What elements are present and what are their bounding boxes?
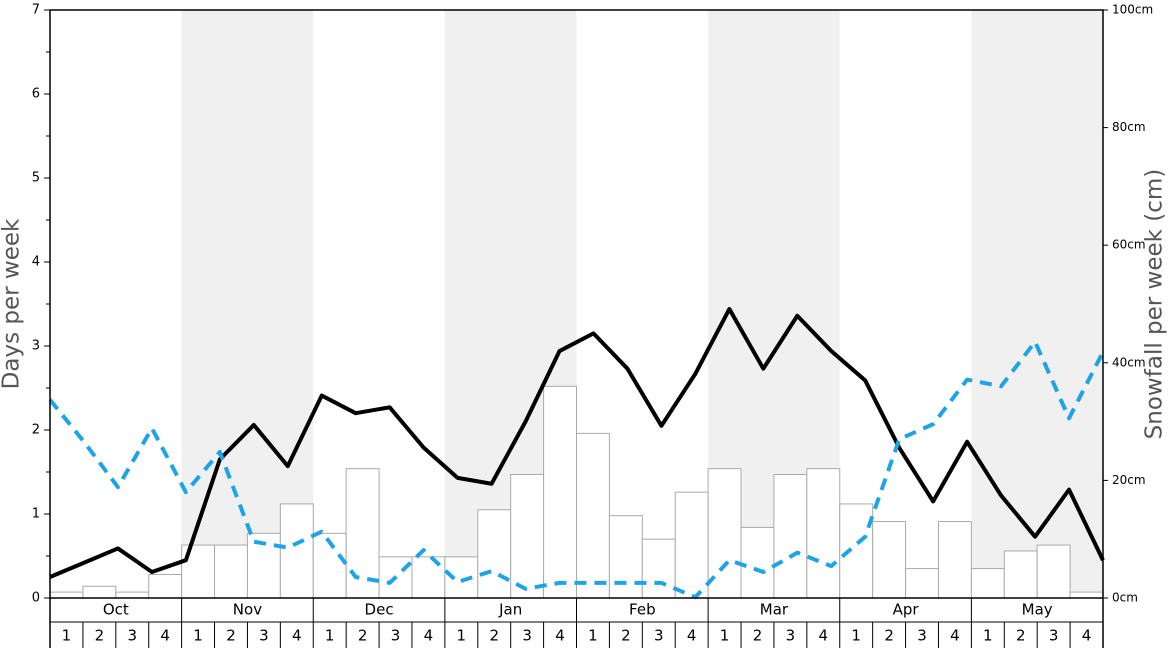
x-tick-label: 1 (983, 627, 993, 645)
x-tick-label: 2 (95, 627, 105, 645)
bar (806, 468, 841, 599)
bar (543, 385, 577, 599)
x-tick-label: 3 (1049, 627, 1059, 645)
x-tick-label: 4 (424, 627, 434, 645)
y2-axis-label: Snowfall per week (cm) (1142, 169, 1168, 440)
y-axis-label: Days per week (0, 218, 25, 389)
bar (49, 591, 84, 599)
x-tick-label: 2 (621, 627, 631, 645)
month-label: Dec (365, 601, 394, 619)
x-tick-label: 1 (588, 627, 598, 645)
month-label: Apr (893, 601, 920, 619)
x-tick-label: 4 (1082, 627, 1092, 645)
line (49, 307, 1105, 579)
y-tick-label: 2 (32, 423, 40, 438)
bar (937, 521, 972, 599)
line (48, 339, 1105, 600)
month-label: Nov (233, 601, 262, 619)
bar (1036, 544, 1071, 599)
bar (477, 509, 512, 599)
x-tick-label: 3 (786, 627, 796, 645)
x-tick-label: 1 (720, 627, 730, 645)
y2-tick-label: 40cm (1112, 355, 1146, 369)
bar (510, 474, 545, 599)
bar (115, 591, 150, 599)
y2-tick-label: 100cm (1112, 3, 1153, 17)
bar (148, 573, 183, 599)
month-label: May (1022, 601, 1053, 619)
bar (839, 503, 874, 599)
x-tick-label: 1 (457, 627, 467, 645)
bar (82, 585, 117, 599)
x-tick-label: 3 (391, 627, 401, 645)
y-tick-label: 5 (32, 171, 40, 186)
bar (1003, 550, 1038, 599)
x-tick-label: 1 (62, 627, 72, 645)
bar (345, 468, 380, 599)
y-tick-label: 1 (32, 507, 40, 522)
month-label: Feb (629, 601, 656, 619)
month-shade (971, 10, 1103, 598)
x-tick-label: 2 (1016, 627, 1026, 645)
x-tick-label: 1 (325, 627, 335, 645)
x-tick-label: 3 (654, 627, 664, 645)
month-shade (181, 10, 314, 598)
bar (641, 538, 676, 599)
x-tick-label: 3 (522, 627, 532, 645)
y-tick-label: 6 (32, 87, 40, 102)
y2-tick-label: 20cm (1112, 473, 1146, 487)
bar (970, 568, 1005, 599)
bar (378, 556, 413, 599)
x-tick-label: 4 (819, 627, 829, 645)
bar (674, 491, 709, 599)
y-tick-label: 3 (32, 339, 40, 354)
bar (1069, 591, 1104, 599)
bar (576, 432, 610, 599)
x-tick-label: 1 (193, 627, 203, 645)
bar (905, 568, 939, 599)
x-tick-label: 4 (160, 627, 170, 645)
month-label: Oct (103, 601, 129, 619)
x-tick-label: 2 (358, 627, 368, 645)
bar (214, 544, 248, 599)
bar (773, 474, 808, 599)
y-tick-label: 4 (32, 255, 40, 270)
month-label: Mar (760, 601, 789, 619)
y2-tick-label: 0cm (1112, 591, 1138, 605)
bar (279, 503, 314, 599)
y2-tick-label: 80cm (1112, 120, 1146, 134)
y2-tick-label: 60cm (1112, 238, 1146, 252)
x-tick-label: 4 (950, 627, 960, 645)
x-tick-label: 1 (851, 627, 861, 645)
y-tick-label: 7 (32, 3, 40, 18)
x-tick-label: 2 (753, 627, 763, 645)
x-tick-label: 3 (127, 627, 137, 645)
y-tick-label: 0 (32, 591, 40, 606)
x-tick-label: 4 (555, 627, 565, 645)
month-label: Jan (498, 601, 522, 619)
x-tick-label: 4 (687, 627, 697, 645)
x-tick-label: 2 (884, 627, 894, 645)
x-tick-label: 2 (489, 627, 499, 645)
x-tick-label: 4 (292, 627, 302, 645)
x-tick-label: 3 (917, 627, 927, 645)
x-tick-label: 3 (259, 627, 269, 645)
bar (608, 515, 643, 599)
bar (872, 521, 907, 599)
bar (740, 526, 775, 599)
x-tick-label: 2 (226, 627, 236, 645)
